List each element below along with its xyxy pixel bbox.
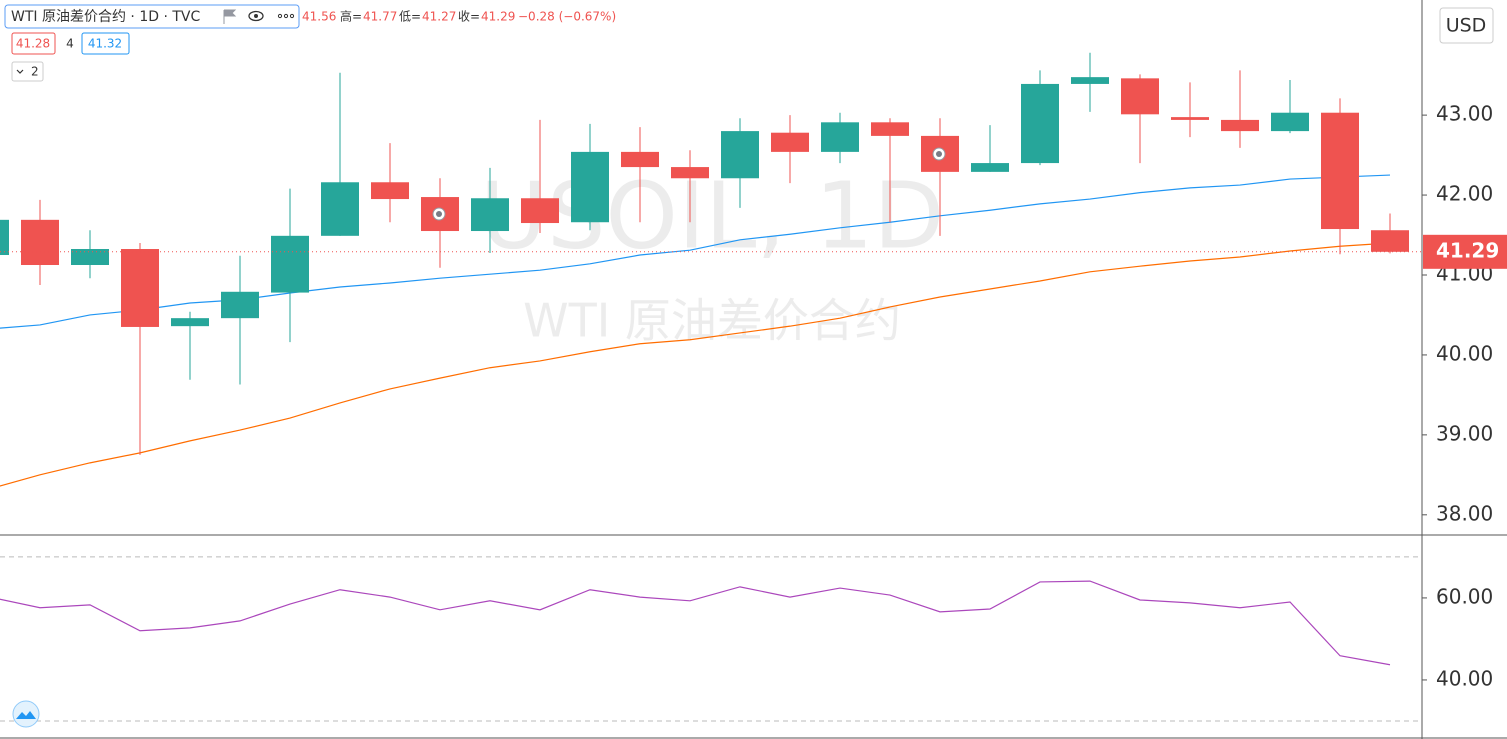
last-price-label: 41.29 bbox=[1436, 238, 1499, 262]
candle-body bbox=[21, 219, 59, 266]
rsi-line bbox=[0, 580, 1391, 666]
watermark-name: WTI 原油差价合约 bbox=[523, 294, 901, 348]
y-tick-label: 42.00 bbox=[1436, 182, 1493, 206]
y-tick-label: 43.00 bbox=[1436, 102, 1493, 126]
y-tick-label: 38.00 bbox=[1436, 501, 1493, 525]
candle-body bbox=[1071, 77, 1109, 84]
moving-average bbox=[0, 242, 1391, 487]
indicator-value: 41.32 bbox=[88, 37, 122, 51]
candle-body bbox=[821, 122, 859, 152]
candle-body bbox=[1021, 83, 1059, 164]
candle-body bbox=[571, 151, 609, 223]
high-label: 高= bbox=[340, 9, 362, 24]
symbol-title: WTI 原油差价合约 · 1D · TVC bbox=[11, 9, 200, 25]
close-value: 41.29 bbox=[481, 10, 515, 24]
candle-body bbox=[371, 182, 409, 200]
indicator-period: 4 bbox=[66, 37, 74, 51]
open-value: 41.56 bbox=[302, 10, 336, 24]
candle-body bbox=[1221, 119, 1259, 132]
candle-body bbox=[1271, 112, 1309, 132]
collapse-count: 2 bbox=[31, 65, 39, 79]
candle-body bbox=[1371, 230, 1409, 252]
currency-label: USD bbox=[1446, 15, 1487, 37]
candle-body bbox=[521, 198, 559, 224]
candle-body bbox=[321, 182, 359, 236]
currency-button[interactable] bbox=[1439, 7, 1494, 44]
more-icon[interactable] bbox=[277, 13, 295, 19]
candle-marker bbox=[432, 147, 946, 221]
candle-body bbox=[0, 219, 9, 256]
rsi-pane bbox=[0, 556, 1422, 722]
high-value: 41.77 bbox=[363, 10, 397, 24]
y-tick-label: 40.00 bbox=[1436, 341, 1493, 365]
candle-body bbox=[971, 163, 1009, 172]
candle-body bbox=[1121, 78, 1159, 115]
candle-body bbox=[871, 122, 909, 136]
candle-body bbox=[721, 131, 759, 179]
flag-icon[interactable] bbox=[223, 9, 237, 24]
candle-body bbox=[271, 235, 309, 293]
candle-body bbox=[1321, 112, 1359, 230]
candle-body bbox=[221, 291, 259, 319]
indicator-box bbox=[81, 32, 130, 55]
candle-body bbox=[1171, 117, 1209, 120]
low-label: 低= bbox=[399, 10, 421, 24]
low-value: 41.27 bbox=[422, 10, 456, 24]
candle-body bbox=[771, 132, 809, 152]
logo[interactable] bbox=[12, 700, 40, 728]
eye-icon[interactable] bbox=[248, 10, 264, 22]
close-label: 收= bbox=[458, 10, 480, 24]
candle-body bbox=[71, 249, 109, 266]
change: −0.28 (−0.67%) bbox=[518, 10, 616, 24]
y-tick-label: 39.00 bbox=[1436, 421, 1493, 445]
candle-body bbox=[621, 151, 659, 168]
rsi-tick-label: 60.00 bbox=[1436, 584, 1493, 608]
candle-body bbox=[471, 198, 509, 232]
price-axis: 38.0039.0040.0041.0042.0043.0040.0060.00… bbox=[1422, 102, 1507, 690]
price-pane bbox=[0, 52, 1422, 487]
chevron-icon bbox=[16, 69, 24, 74]
indicator-value: 41.28 bbox=[16, 37, 50, 51]
last-price-box bbox=[1423, 234, 1507, 269]
indicator-box bbox=[11, 32, 56, 55]
legend: WTI 原油差价合约 · 1D · TVC 41.56 高= 41.77 低= … bbox=[4, 4, 616, 82]
collapse-button[interactable] bbox=[11, 61, 44, 82]
candle-body bbox=[121, 249, 159, 327]
rsi-tick-label: 40.00 bbox=[1436, 666, 1493, 690]
candle-body bbox=[671, 167, 709, 179]
candle-body bbox=[171, 318, 209, 327]
